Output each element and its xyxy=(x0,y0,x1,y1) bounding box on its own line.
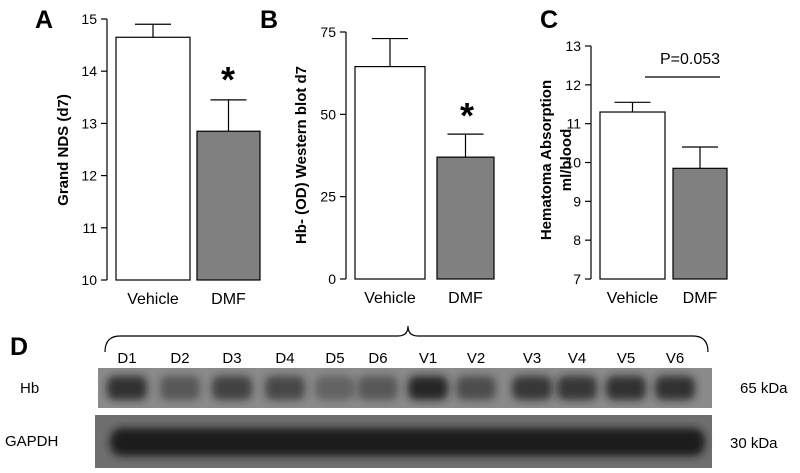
x-tick-label: DMF xyxy=(211,291,246,308)
blot-band xyxy=(265,376,305,400)
lane-label: V6 xyxy=(666,350,684,367)
blot-band xyxy=(160,376,200,400)
lane-label: D2 xyxy=(170,350,189,367)
blot-band xyxy=(456,376,496,400)
row-label: GAPDH xyxy=(5,433,58,450)
lane-label: D3 xyxy=(222,350,241,367)
y-axis-label: Grand NDS (d7) xyxy=(55,94,72,206)
y-tick-label: 14 xyxy=(81,63,97,79)
lane-label: D4 xyxy=(275,350,294,367)
error-bar xyxy=(614,101,651,113)
bar xyxy=(354,65,426,280)
y-tick-label: 7 xyxy=(573,271,581,287)
blot-band xyxy=(512,376,552,400)
y-tick-label: 75 xyxy=(320,24,336,40)
blot xyxy=(95,368,712,468)
y-axis-label: Hematoma Absorption xyxy=(538,80,555,240)
y-tick-label: 0 xyxy=(328,271,336,287)
blot-band xyxy=(212,376,252,400)
blot-band xyxy=(408,376,448,400)
error-bar xyxy=(210,99,247,132)
y-axis-label: ml/blood xyxy=(558,129,575,192)
y-tick-label: 11 xyxy=(82,220,97,236)
panel-letter: C xyxy=(540,6,558,34)
error-bar xyxy=(372,37,408,67)
x-tick-label: Vehicle xyxy=(127,291,179,308)
error-bar xyxy=(682,146,718,169)
blot-band xyxy=(557,376,597,400)
panel-letter: D xyxy=(10,333,28,361)
y-tick-label: 12 xyxy=(565,77,581,93)
lane-label: V2 xyxy=(467,350,485,367)
bar xyxy=(115,36,191,281)
x-tick-label: Vehicle xyxy=(607,290,659,307)
error-bar xyxy=(135,23,171,38)
blot-band xyxy=(655,376,695,400)
bar xyxy=(436,156,495,280)
blot-band xyxy=(315,376,355,400)
row-label: Hb xyxy=(20,380,39,397)
y-tick-label: 11 xyxy=(566,116,581,132)
lane-label: D6 xyxy=(368,350,387,367)
y-tick-label: 13 xyxy=(565,38,581,54)
x-tick-label: Vehicle xyxy=(364,290,416,307)
error-bar xyxy=(447,133,484,158)
lane-label: V3 xyxy=(523,350,541,367)
lane-label: V5 xyxy=(617,350,635,367)
size-label: 30 kDa xyxy=(730,435,778,452)
lane-label: V4 xyxy=(568,350,586,367)
y-tick-label: 8 xyxy=(573,232,581,248)
annotation: * xyxy=(221,59,235,100)
x-tick-label: DMF xyxy=(448,290,483,307)
blot-band xyxy=(358,376,398,400)
blot-band xyxy=(110,428,705,456)
lane-label: V1 xyxy=(419,350,437,367)
y-tick-label: 25 xyxy=(320,189,336,205)
lane-label: D1 xyxy=(117,350,136,367)
y-tick-label: 10 xyxy=(565,155,581,171)
bar xyxy=(599,111,666,280)
panel-letter: B xyxy=(260,6,278,34)
bracket xyxy=(104,325,709,353)
y-axis-label: Hb- (OD) Western blot d7 xyxy=(293,66,310,244)
size-label: 65 kDa xyxy=(740,380,788,397)
y-tick-label: 50 xyxy=(320,106,336,122)
blot-band xyxy=(606,376,646,400)
y-tick-label: 15 xyxy=(81,11,97,27)
y-tick-label: 10 xyxy=(81,272,97,288)
lane-label: D5 xyxy=(325,350,344,367)
y-tick-label: 12 xyxy=(81,168,97,184)
blot-band xyxy=(107,376,147,400)
bar xyxy=(672,167,728,280)
x-tick-label: DMF xyxy=(683,290,718,307)
panel-letter: A xyxy=(35,6,53,34)
annotation: P=0.053 xyxy=(660,51,720,68)
annotation: * xyxy=(460,95,474,136)
bar xyxy=(196,130,261,281)
y-tick-label: 13 xyxy=(81,115,97,131)
y-tick-label: 9 xyxy=(573,193,581,209)
